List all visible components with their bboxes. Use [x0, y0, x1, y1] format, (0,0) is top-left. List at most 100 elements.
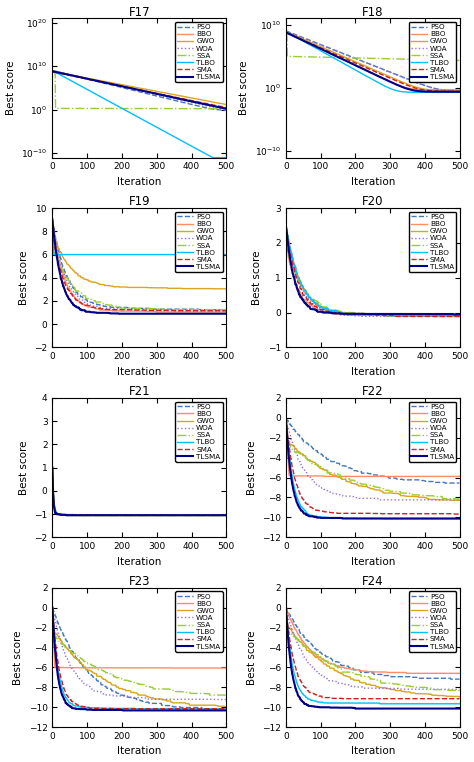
WOA — [50, 66, 55, 75]
GWO — [365, 62, 371, 72]
TLBO — [387, 514, 392, 523]
GWO — [283, 617, 289, 626]
SMA — [219, 511, 225, 520]
TLSMA — [192, 511, 198, 520]
GWO — [283, 221, 289, 230]
BBO — [50, 66, 55, 75]
SSA — [192, 689, 198, 698]
Legend: PSO, BBO, GWO, WOA, SSA, TLBO, SMA, TLSMA: PSO, BBO, GWO, WOA, SSA, TLBO, SMA, TLSM… — [409, 591, 456, 652]
PSO — [386, 672, 392, 681]
Line: WOA: WOA — [53, 608, 226, 700]
PSO — [219, 704, 225, 713]
GWO — [425, 690, 431, 699]
SMA — [223, 704, 229, 713]
GWO — [377, 311, 383, 320]
BBO — [223, 104, 229, 113]
SSA — [144, 511, 149, 520]
BBO — [153, 307, 159, 316]
GWO — [377, 485, 383, 495]
Y-axis label: Best score: Best score — [239, 61, 249, 115]
SSA — [453, 312, 458, 321]
PSO — [50, 66, 55, 75]
GWO — [144, 283, 149, 292]
BBO — [453, 669, 458, 678]
BBO — [144, 663, 149, 672]
BBO — [192, 98, 198, 107]
SMA — [456, 694, 462, 703]
TLBO — [283, 603, 289, 612]
SMA — [50, 228, 55, 237]
WOA — [211, 695, 217, 704]
SSA — [425, 684, 431, 693]
BBO — [56, 511, 62, 520]
SSA — [50, 237, 55, 246]
BBO — [367, 472, 373, 481]
SMA — [425, 509, 431, 518]
SSA — [223, 511, 229, 520]
TLSMA — [153, 706, 159, 715]
SMA — [171, 306, 177, 315]
GWO — [223, 702, 229, 711]
SSA — [365, 53, 371, 62]
WOA — [144, 88, 149, 97]
SMA — [340, 694, 346, 703]
Line: PSO: PSO — [286, 224, 459, 315]
SSA — [453, 56, 458, 65]
TLBO — [133, 250, 139, 259]
GWO — [365, 680, 371, 689]
PSO — [133, 304, 139, 313]
TLBO — [365, 72, 371, 82]
TLSMA — [366, 309, 372, 319]
TLBO — [155, 511, 161, 520]
WOA — [50, 604, 55, 613]
TLBO — [144, 250, 149, 259]
GWO — [209, 284, 214, 293]
WOA — [50, 464, 55, 473]
BBO — [365, 667, 371, 676]
Line: SSA: SSA — [286, 33, 459, 60]
Line: GWO: GWO — [286, 31, 459, 91]
WOA — [425, 684, 431, 693]
TLSMA — [453, 514, 458, 523]
WOA — [223, 104, 229, 114]
SMA — [132, 306, 137, 315]
WOA — [153, 90, 158, 99]
SSA — [223, 305, 229, 314]
WOA — [153, 306, 159, 315]
SSA — [456, 312, 462, 321]
Line: SMA: SMA — [53, 72, 226, 107]
BBO — [133, 663, 139, 672]
Line: WOA: WOA — [286, 608, 459, 690]
SSA — [153, 684, 158, 693]
SSA — [453, 495, 458, 504]
Line: TLSMA: TLSMA — [286, 33, 459, 91]
Line: BBO: BBO — [286, 607, 459, 674]
TLSMA — [223, 104, 229, 114]
Line: TLSMA: TLSMA — [53, 71, 226, 109]
Line: WOA: WOA — [286, 224, 459, 316]
BBO — [144, 87, 149, 96]
SSA — [219, 511, 225, 520]
BBO — [153, 307, 158, 316]
TLSMA — [366, 704, 372, 713]
BBO — [404, 669, 410, 678]
GWO — [453, 692, 458, 701]
Line: GWO: GWO — [53, 231, 226, 289]
WOA — [283, 413, 289, 422]
Line: WOA: WOA — [53, 71, 226, 109]
TLSMA — [120, 706, 126, 715]
SMA — [133, 704, 139, 713]
PSO — [283, 602, 289, 611]
GWO — [365, 311, 371, 320]
GWO — [153, 87, 158, 96]
PSO — [223, 106, 229, 115]
BBO — [144, 307, 149, 316]
Legend: PSO, BBO, GWO, WOA, SSA, TLBO, SMA, TLSMA: PSO, BBO, GWO, WOA, SSA, TLBO, SMA, TLSM… — [175, 212, 223, 272]
PSO — [219, 305, 225, 314]
TLBO — [453, 514, 458, 523]
TLBO — [283, 414, 289, 423]
BBO — [50, 216, 55, 225]
GWO — [50, 624, 55, 633]
TLBO — [365, 310, 371, 319]
Line: TLBO: TLBO — [286, 31, 459, 92]
